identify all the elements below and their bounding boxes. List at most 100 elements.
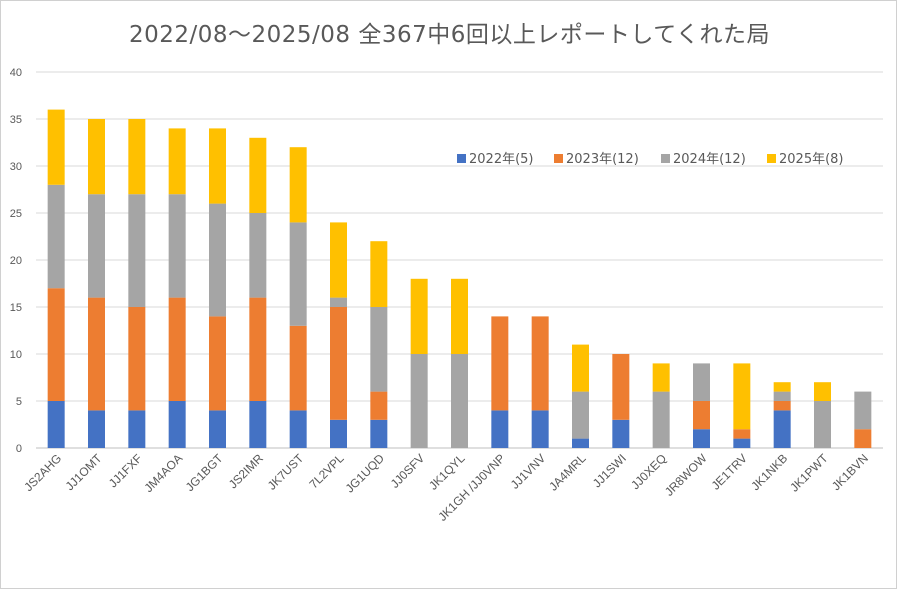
y-tick-label: 15 — [10, 302, 22, 314]
x-tick-label: JK7UST — [265, 451, 307, 493]
bar-segment — [289, 222, 307, 326]
bar-segment — [168, 128, 186, 195]
bar-segment — [410, 278, 428, 354]
bar-segment — [370, 307, 388, 392]
bar-segment — [209, 410, 226, 448]
bar-segment — [814, 401, 831, 448]
bar-segment — [612, 419, 630, 448]
legend-label: 2025年(8) — [779, 152, 844, 167]
bar-segment — [410, 354, 428, 448]
bar-segment — [47, 184, 65, 289]
bar-segment — [854, 429, 872, 448]
bar-segment — [330, 307, 347, 420]
y-tick-label: 35 — [10, 114, 22, 126]
bar-segment — [330, 297, 347, 307]
bar-segment — [693, 429, 710, 448]
bar-segment — [572, 438, 589, 448]
bar-segment — [652, 391, 670, 448]
bar-segment — [531, 316, 549, 411]
legend-label: 2022年(5) — [469, 152, 534, 167]
bar-segment — [209, 203, 226, 317]
bar-segment — [209, 128, 226, 204]
x-tick-label: JJ1OMT — [63, 451, 105, 493]
y-tick-label: 30 — [10, 161, 22, 173]
y-tick-label: 25 — [10, 208, 22, 220]
y-tick-label: 40 — [10, 67, 22, 79]
x-tick-label: JK1NKB — [748, 451, 790, 493]
x-tick-label: JJ0XEQ — [628, 451, 669, 492]
x-tick-label: JS2IMR — [226, 451, 266, 491]
legend: 2022年(5) 2023年(12) 2024年(12) 2025年(8) — [457, 152, 844, 167]
y-tick-label: 5 — [16, 396, 22, 408]
x-tick-label: JA4MRL — [546, 451, 589, 494]
bar-segment — [168, 297, 186, 401]
bar-segment — [330, 419, 347, 448]
bar-segment — [128, 194, 146, 307]
x-tick-label: JJ1VNV — [508, 451, 549, 492]
bar-segment — [531, 410, 549, 448]
bar-segment — [773, 382, 791, 392]
bar-segment — [168, 194, 186, 298]
legend-swatch — [661, 154, 670, 163]
y-axis-ticks: 0 5 10 15 20 25 30 35 40 — [10, 67, 22, 455]
legend-label: 2023年(12) — [566, 152, 639, 167]
bar-segment — [733, 429, 751, 439]
bar-segment — [47, 401, 65, 448]
x-tick-label: JG1BGT — [183, 451, 226, 494]
bar-segment — [249, 297, 267, 401]
bar-segment — [128, 307, 146, 411]
bar-segment — [168, 401, 186, 448]
bar-segment — [491, 410, 509, 448]
bar-segment — [370, 391, 388, 420]
y-tick-label: 10 — [10, 349, 22, 361]
bar-segment — [128, 119, 146, 195]
legend-swatch — [554, 154, 563, 163]
x-tick-label: JR8WOW — [662, 451, 710, 499]
bar-segment — [693, 363, 710, 401]
bar-segment — [612, 354, 630, 420]
bar-segment — [88, 119, 105, 195]
bar-segment — [128, 410, 146, 448]
bar-segment — [733, 363, 751, 430]
bar-segment — [88, 410, 105, 448]
x-tick-label: JG1UQD — [343, 451, 388, 496]
bar-segment — [451, 278, 468, 354]
bar-segment — [330, 222, 347, 298]
bars — [47, 109, 872, 448]
bar-segment — [209, 316, 226, 411]
bar-segment — [370, 419, 388, 448]
chart-title: 2022/08～2025/08 全367中6回以上レポートしてくれた局 — [128, 22, 771, 48]
bar-segment — [854, 391, 872, 430]
bar-segment — [370, 241, 388, 307]
bar-segment — [733, 438, 751, 448]
y-tick-label: 20 — [10, 255, 22, 267]
x-tick-label: JJ1FXF — [106, 451, 145, 490]
bar-segment — [88, 297, 105, 411]
bar-segment — [289, 325, 307, 411]
bar-segment — [249, 401, 267, 448]
bar-segment — [773, 401, 791, 411]
bar-segment — [451, 354, 468, 448]
x-tick-label: JE1TRV — [709, 451, 750, 492]
x-tick-label: JM4AOA — [141, 451, 185, 495]
legend-swatch — [457, 154, 466, 163]
x-tick-label: JJ0SFV — [388, 451, 428, 491]
bar-segment — [491, 316, 509, 411]
x-tick-label: JK1PWT — [787, 451, 831, 495]
y-tick-label: 0 — [16, 443, 22, 455]
bar-segment — [572, 344, 589, 392]
bar-segment — [572, 391, 589, 439]
bar-segment — [47, 288, 65, 401]
x-tick-label: 7L2VPL — [307, 451, 347, 491]
bar-segment — [47, 109, 65, 185]
x-tick-label: JK1BVN — [829, 451, 871, 493]
bar-segment — [693, 401, 710, 430]
bar-segment — [773, 391, 791, 401]
x-tick-label: JS2AHG — [21, 451, 64, 494]
bar-segment — [289, 410, 307, 448]
bar-segment — [88, 194, 105, 298]
bar-segment — [773, 410, 791, 448]
